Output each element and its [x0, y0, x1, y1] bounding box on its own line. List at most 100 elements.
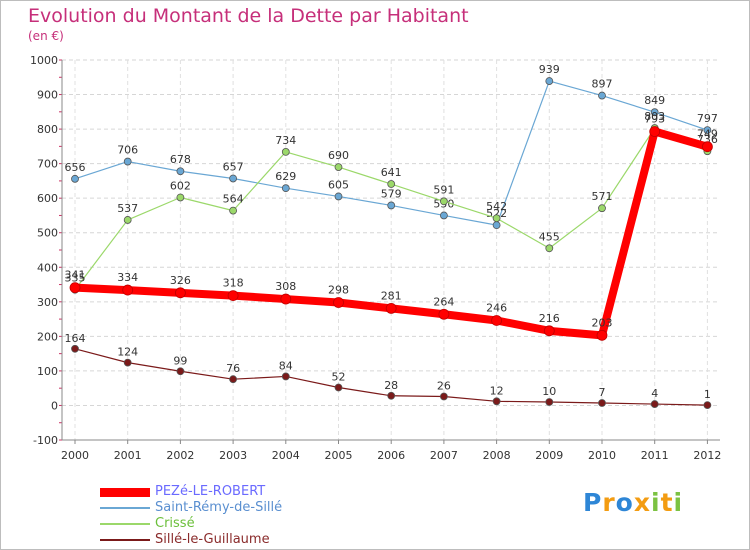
logo-letter: P [583, 488, 603, 517]
series-0-point [703, 401, 712, 410]
series-1-point [650, 108, 659, 117]
series-0-point [598, 399, 606, 407]
series-1-data-label: 678 [170, 153, 191, 166]
y-tick-label: 700 [37, 158, 58, 171]
x-tick-label: 2005 [325, 449, 353, 462]
series-2-point [387, 180, 396, 188]
series-3-data-label: 793 [644, 113, 665, 126]
logo-letter: o [615, 488, 634, 517]
series-3-point [596, 329, 608, 341]
series-1-point [71, 174, 79, 183]
series-2-point [176, 193, 185, 202]
x-tick-label: 2007 [430, 449, 458, 462]
series-1-data-label: 897 [592, 78, 613, 91]
series-2-data-label: 335 [65, 272, 86, 285]
series-3-point [385, 302, 397, 314]
series-0-point [492, 397, 501, 406]
y-tick-label: 100 [37, 365, 58, 378]
series-1-point [387, 201, 396, 210]
series-0-data-label: 164 [65, 332, 86, 345]
series-3-data-label: 281 [381, 289, 402, 302]
series-3-data-label: 246 [486, 301, 507, 314]
y-tick-label: 600 [37, 192, 58, 205]
series-3-data-label: 264 [433, 295, 454, 308]
x-tick-label: 2011 [641, 449, 669, 462]
y-tick-label: 0 [51, 399, 58, 412]
y-tick-label: 400 [37, 261, 58, 274]
legend-swatch [100, 507, 150, 509]
series-0-point [71, 344, 79, 353]
series-3-data-label: 326 [170, 274, 191, 287]
series-1-point [281, 184, 290, 193]
logo-letter: x [633, 488, 651, 517]
proxiti-logo: Proxiti [583, 488, 683, 517]
series-0-data-label: 4 [651, 387, 658, 400]
series-0-data-label: 84 [279, 359, 293, 372]
series-3-data-label: 308 [275, 280, 296, 293]
y-tick-label: -100 [33, 434, 58, 447]
series-2-point [281, 147, 290, 156]
legend-label: PEZé-LE-ROBERT [155, 484, 266, 499]
series-1-data-label: 605 [328, 178, 349, 191]
series-2-point [439, 197, 448, 206]
series-1-point [123, 157, 132, 166]
series-3-point [491, 315, 503, 326]
legend-label: Sillé-le-Guillaume [155, 532, 270, 547]
x-tick-label: 2010 [588, 449, 616, 462]
series-0-point [334, 383, 343, 392]
series-0-data-label: 1 [704, 388, 711, 401]
series-0-data-label: 7 [599, 386, 606, 399]
series-0-data-label: 52 [332, 370, 346, 383]
series-3-data-label: 341 [65, 269, 86, 282]
logo-letter: r [602, 488, 616, 517]
series-0-point [229, 375, 238, 384]
series-1-point [176, 167, 185, 176]
series-1-data-label: 656 [65, 161, 86, 174]
series-1-data-label: 849 [644, 94, 665, 107]
series-2-data-label: 564 [223, 193, 244, 206]
series-0-data-label: 28 [384, 379, 398, 392]
series-3-data-label: 334 [117, 271, 138, 284]
series-3-point [174, 287, 186, 299]
series-1-data-label: 706 [117, 144, 138, 157]
line-chart: -100 0 100 200 300 400 500 600 700 800 900 1000 2000… [30, 54, 721, 462]
logo-letter: i [651, 488, 661, 517]
series-3-point [333, 297, 344, 308]
y-tick-label: 300 [37, 296, 58, 309]
series-0-data-label: 26 [437, 379, 451, 392]
x-tick-label: 2004 [272, 449, 300, 462]
series-1-point [334, 192, 343, 201]
series-3-data-label: 298 [328, 284, 349, 297]
series-1-point [703, 126, 712, 135]
series-2-data-label: 734 [275, 134, 296, 147]
series-2-data-label: 455 [539, 230, 560, 243]
chart-unit: (en €) [28, 29, 64, 43]
series-2-data-label: 537 [117, 202, 138, 215]
series-3-point [702, 141, 713, 153]
series-0-data-label: 10 [542, 385, 556, 398]
series-2-data-label: 641 [381, 166, 402, 179]
series-0-point [281, 372, 290, 381]
series-1-point [229, 174, 238, 183]
series-1-point [492, 221, 501, 230]
series-2-data-label: 602 [170, 179, 191, 192]
x-tick-label: 2001 [114, 449, 142, 462]
series-3-point [649, 126, 661, 137]
series-2-point [229, 206, 238, 215]
chart-title: Evolution du Montant de la Dette par Hab… [28, 5, 469, 27]
series-0-data-label: 12 [490, 384, 504, 397]
series-2-point [123, 216, 132, 224]
series-1-point [545, 77, 554, 85]
series-3-point [69, 282, 81, 294]
series-2-data-label: 803 [644, 110, 665, 123]
series-0-group: 164 124 99 76 84 52 28 26 12 10 7 4 1 [65, 332, 712, 410]
legend-swatch [100, 539, 150, 541]
series-3-data-label: 203 [592, 316, 613, 329]
series-0-data-label: 99 [173, 354, 187, 367]
y-tick-label: 200 [37, 330, 58, 343]
x-tick-label: 2000 [61, 449, 89, 462]
series-0-point [123, 358, 132, 367]
series-1-data-label: 579 [381, 187, 402, 200]
legend-swatch [100, 523, 150, 525]
